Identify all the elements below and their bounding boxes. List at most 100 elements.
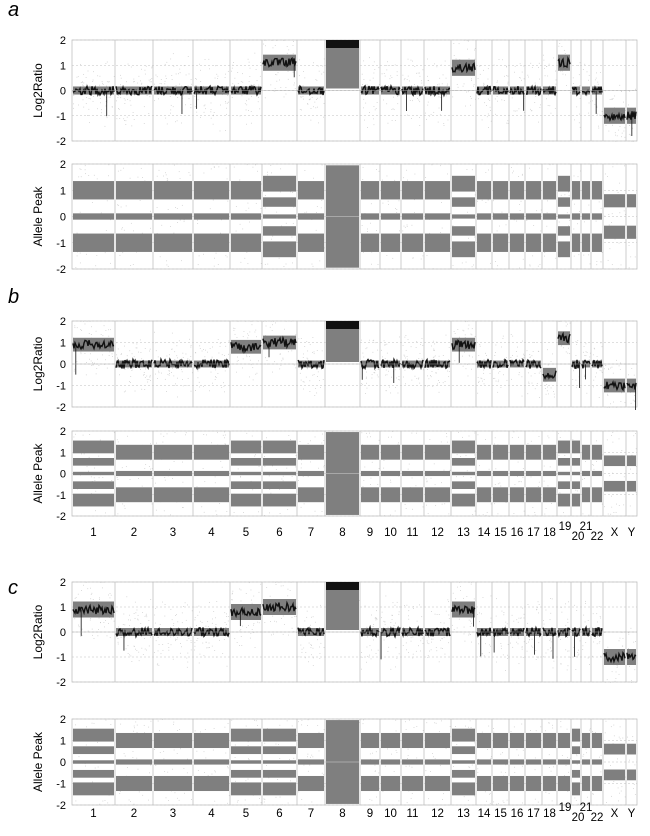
- noise-point: [189, 626, 191, 628]
- noise-point: [246, 104, 248, 106]
- noise-point: [415, 485, 417, 487]
- chromosome-13-segment: [451, 582, 476, 643]
- noise-point: [466, 596, 468, 597]
- noise-point: [148, 620, 150, 622]
- data-trace: [509, 627, 525, 637]
- noise-point: [197, 614, 199, 616]
- noise-point: [440, 97, 442, 98]
- data-trace: [153, 85, 193, 96]
- noise-point: [181, 369, 182, 371]
- noise-point: [559, 492, 561, 494]
- noise-point: [618, 640, 620, 642]
- noise-point: [214, 771, 216, 773]
- noise-point: [286, 515, 288, 517]
- noise-point: [552, 164, 554, 165]
- noise-point: [469, 355, 471, 357]
- noise-point: [242, 512, 244, 513]
- noise-point: [601, 251, 603, 253]
- noise-point: [85, 765, 86, 767]
- noise-point: [245, 109, 247, 111]
- noise-point: [82, 434, 84, 436]
- noise-point: [73, 103, 75, 105]
- y-tick-label: 0: [60, 469, 66, 481]
- noise-point: [224, 612, 226, 614]
- noise-point: [194, 619, 196, 621]
- noise-point: [109, 592, 111, 594]
- noise-point: [617, 192, 619, 193]
- noise-point: [126, 81, 128, 83]
- noise-point: [83, 453, 85, 455]
- noise-point: [228, 795, 230, 797]
- data-trace: [360, 84, 380, 96]
- allele-band: [452, 457, 475, 466]
- noise-point: [279, 191, 281, 193]
- noise-point: [176, 797, 178, 799]
- noise-point: [185, 434, 186, 436]
- noise-point: [434, 613, 436, 615]
- noise-point: [558, 321, 560, 322]
- noise-point: [240, 589, 242, 591]
- noise-point: [394, 604, 396, 606]
- noise-point: [373, 639, 374, 641]
- noise-point: [505, 357, 507, 358]
- noise-point: [362, 352, 364, 354]
- noise-point: [578, 254, 580, 256]
- noise-point: [290, 321, 292, 322]
- noise-point: [404, 503, 406, 505]
- noise-point: [301, 459, 302, 461]
- noise-point: [110, 96, 111, 98]
- allele-band: [402, 181, 423, 200]
- noise-point: [412, 657, 414, 659]
- allele-band: [116, 732, 152, 749]
- noise-point: [301, 798, 303, 800]
- noise-point: [412, 508, 413, 510]
- noise-point: [563, 347, 565, 349]
- noise-point: [533, 342, 535, 343]
- noise-point: [494, 98, 496, 100]
- noise-point: [264, 207, 266, 209]
- noise-point: [418, 377, 420, 379]
- allele-band: [477, 775, 491, 792]
- noise-point: [388, 646, 390, 648]
- noise-point: [92, 100, 94, 102]
- noise-point: [528, 641, 530, 643]
- noise-point: [548, 94, 549, 96]
- noise-point: [162, 441, 164, 443]
- noise-point: [146, 95, 148, 96]
- noise-point: [304, 346, 306, 347]
- noise-point: [211, 618, 213, 620]
- noise-point: [144, 377, 146, 378]
- noise-point: [485, 202, 487, 203]
- noise-point: [624, 136, 626, 138]
- noise-point: [371, 614, 372, 616]
- noise-point: [522, 468, 524, 469]
- noise-point: [583, 221, 585, 223]
- noise-point: [458, 618, 460, 620]
- noise-point: [485, 514, 487, 516]
- noise-point: [287, 595, 289, 597]
- noise-point: [312, 337, 314, 338]
- noise-point: [479, 612, 480, 614]
- noise-point: [244, 257, 246, 259]
- noise-point: [405, 642, 407, 644]
- noise-point: [538, 612, 539, 614]
- noise-point: [465, 261, 467, 263]
- noise-point: [478, 382, 479, 383]
- noise-point: [563, 49, 565, 51]
- noise-point: [236, 801, 238, 803]
- noise-point: [255, 720, 257, 722]
- noise-point: [387, 200, 389, 202]
- noise-point: [633, 374, 635, 376]
- noise-point: [538, 62, 540, 64]
- noise-point: [486, 104, 487, 106]
- noise-point: [506, 379, 508, 381]
- noise-point: [611, 435, 612, 437]
- noise-point: [414, 211, 415, 213]
- noise-point: [621, 91, 622, 92]
- noise-point: [284, 40, 286, 41]
- noise-point: [495, 113, 496, 115]
- noise-point: [298, 470, 300, 472]
- noise-point: [397, 378, 399, 380]
- noise-point: [295, 632, 297, 633]
